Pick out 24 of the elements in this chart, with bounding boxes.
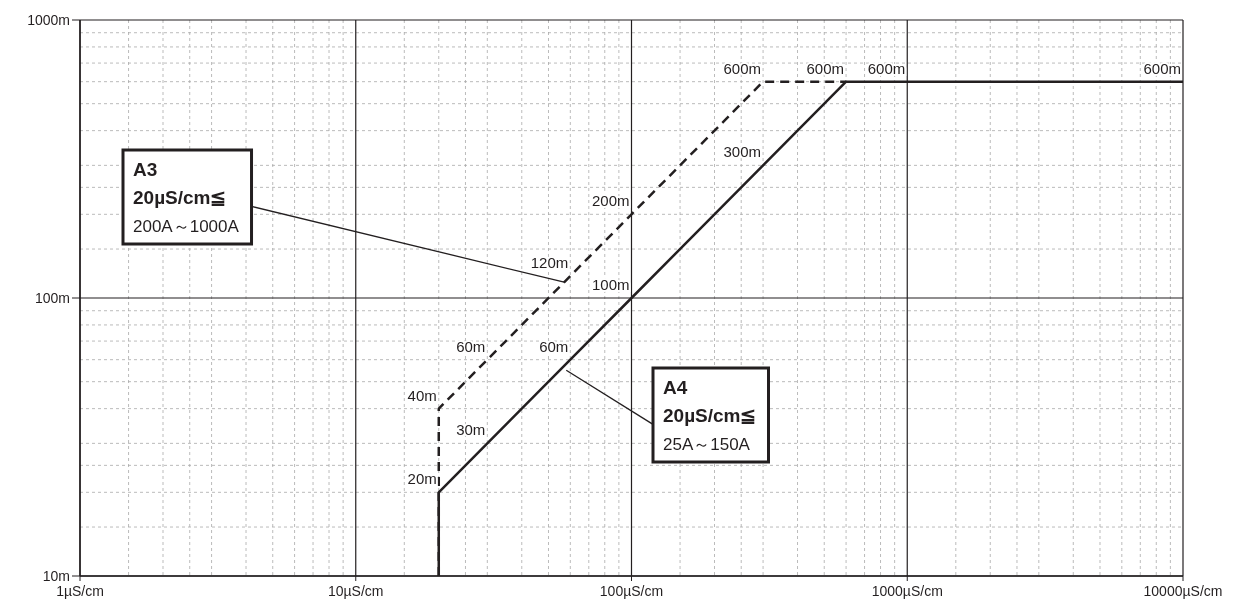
x-tick-label: 10000µS/cm bbox=[1143, 583, 1223, 599]
y-tick-label: 100m bbox=[34, 290, 70, 306]
data-label: 300m bbox=[723, 143, 762, 161]
data-label: 200m bbox=[591, 192, 630, 210]
annotation: A4 20µS/cm≦ 25A～150A bbox=[663, 377, 757, 454]
data-label: 600m bbox=[806, 59, 845, 77]
data-label: 600m bbox=[723, 59, 762, 77]
data-label: 100m bbox=[591, 276, 630, 293]
y-tick-label: 10m bbox=[42, 568, 70, 584]
x-tick-label: 10µS/cm bbox=[327, 583, 384, 599]
data-label: 40m bbox=[407, 386, 437, 404]
data-label: 20m bbox=[407, 470, 437, 488]
data-label: 60m bbox=[456, 337, 486, 355]
x-tick-label: 1µS/cm bbox=[56, 583, 104, 599]
y-tick-label: 1000m bbox=[27, 12, 70, 28]
data-label: 60m bbox=[539, 337, 569, 355]
callout: A4 20µS/cm≦ 25A～150A bbox=[565, 366, 770, 464]
data-label: 600m bbox=[867, 59, 906, 77]
x-tick-label: 1000µS/cm bbox=[871, 583, 943, 599]
annotation: A3 20µS/cm≦ 200A～1000A bbox=[133, 159, 240, 236]
data-label: 30m bbox=[456, 421, 486, 439]
x-tick-label: 100µS/cm bbox=[599, 583, 664, 599]
data-label: 120m bbox=[530, 253, 569, 271]
data-label: 600m bbox=[1143, 59, 1181, 77]
